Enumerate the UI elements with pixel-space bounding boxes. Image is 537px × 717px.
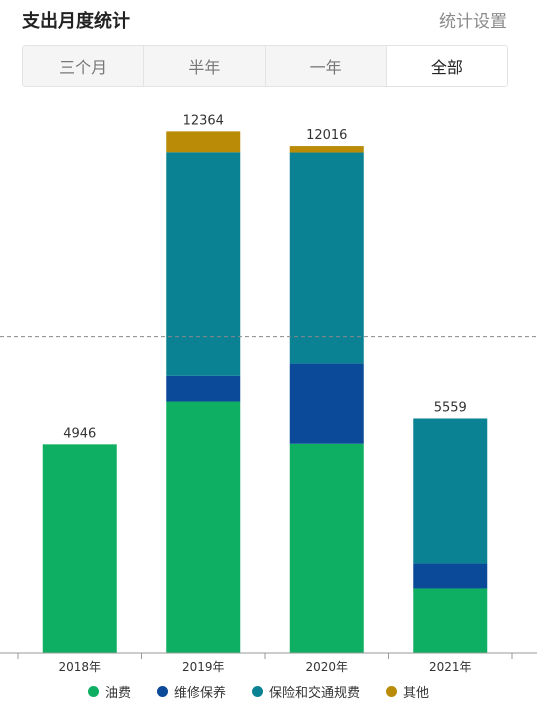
bar-total-label: 4946 [63, 426, 96, 441]
tab-all[interactable]: 全部 [386, 46, 507, 86]
bar-segment-2-1 [289, 363, 364, 444]
bar-segment-1-2 [166, 152, 241, 376]
tab-one-year[interactable]: 一年 [265, 46, 387, 86]
x-axis-tick-label: 2019年 [182, 660, 225, 674]
legend-dot-insurance-fees [252, 686, 264, 697]
legend-dot-fuel [88, 686, 99, 697]
x-axis-tick-label: 2018年 [58, 660, 101, 674]
legend-item-other[interactable]: 其他 [386, 682, 429, 701]
tab-half-year[interactable]: 半年 [144, 46, 266, 86]
statistics-settings-button[interactable]: 统计设置 [439, 12, 507, 32]
x-axis-tick-label: 2021年 [429, 660, 472, 674]
expense-bar-chart: 4946 2018年 12364 2019年 12016 2020年 5559 2021年 [0, 113, 537, 674]
bar-segment-3-2 [413, 418, 488, 564]
bar-segment-2-3 [289, 146, 364, 153]
tab-three-months[interactable]: 三个月 [23, 46, 145, 86]
bar-segment-3-0 [413, 588, 488, 653]
legend-item-fuel[interactable]: 油费 [88, 682, 131, 701]
bar-segment-1-3 [166, 131, 241, 153]
legend-dot-other [386, 686, 398, 697]
legend-label-maintenance: 维修保养 [174, 686, 227, 701]
bar-total-label: 5559 [434, 400, 467, 415]
chart-legend: 油费 维修保养 保险和交通规费 其他 [88, 682, 429, 701]
x-axis-tick-label: 2020年 [305, 660, 348, 674]
legend-item-maintenance[interactable]: 维修保养 [157, 682, 226, 701]
bar-total-label: 12016 [306, 128, 347, 143]
legend-dot-maintenance [157, 686, 169, 697]
bar-segment-3-1 [413, 563, 488, 589]
legend-label-other: 其他 [403, 686, 430, 701]
bar-total-label: 12364 [183, 113, 224, 128]
legend-label-insurance-fees: 保险和交通规费 [269, 686, 361, 701]
header: 支出月度统计 统计设置 [0, 0, 537, 40]
bar-segment-1-1 [166, 375, 241, 402]
bar-segment-2-0 [289, 443, 364, 653]
page-title: 支出月度统计 [22, 11, 130, 32]
legend-label-fuel: 油费 [105, 686, 132, 701]
bar-segment-0-0 [42, 444, 117, 653]
legend-item-insurance-fees[interactable]: 保险和交通规费 [252, 682, 360, 701]
period-tabs: 三个月 半年 一年 全部 [22, 45, 508, 87]
bar-segment-2-2 [289, 152, 364, 364]
bar-segment-1-0 [166, 401, 241, 653]
